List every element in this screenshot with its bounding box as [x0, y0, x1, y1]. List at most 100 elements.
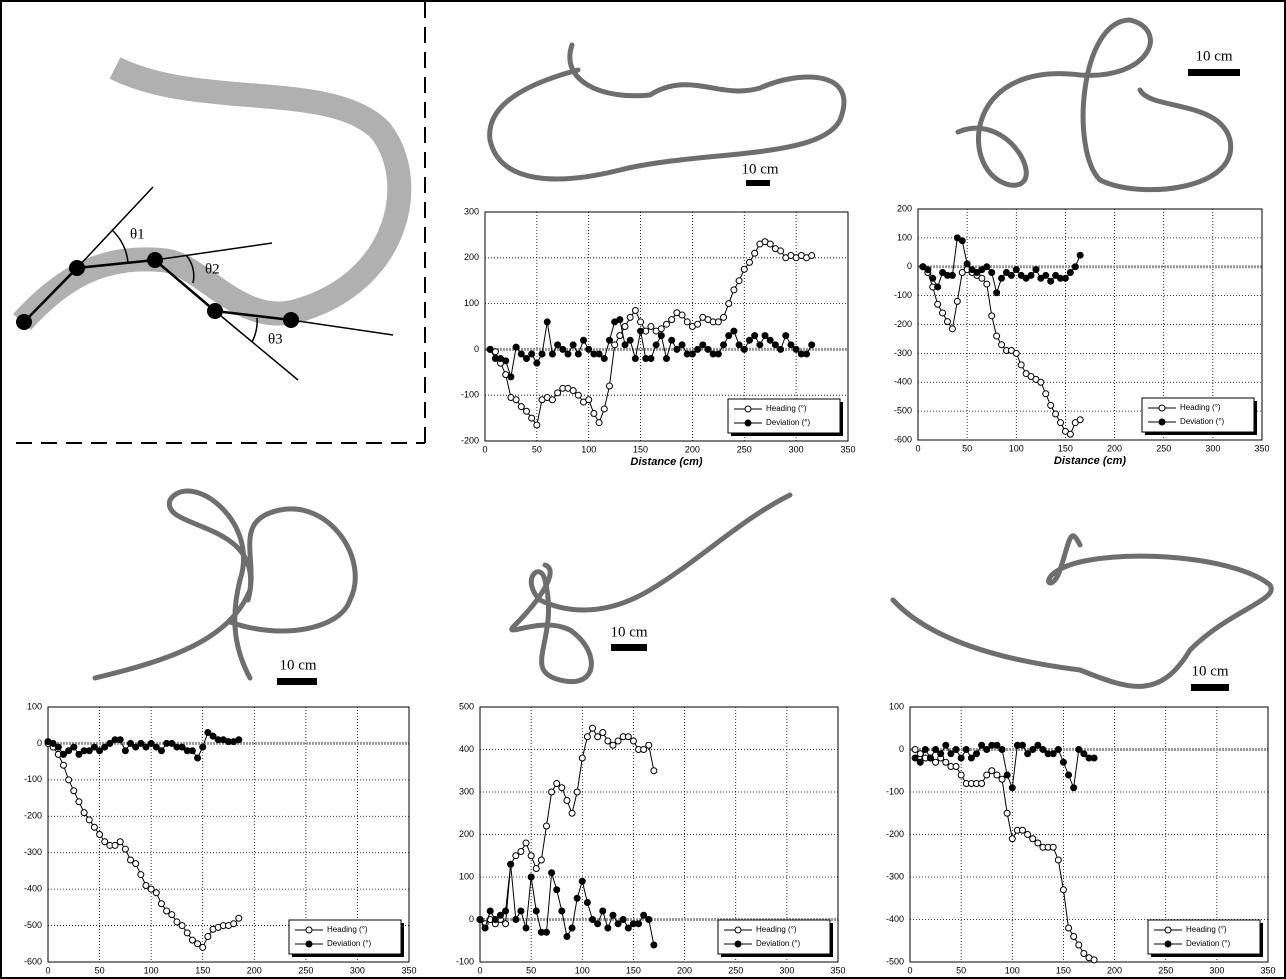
data-point: [570, 388, 576, 394]
y-tick-label: -600: [894, 434, 912, 444]
data-point: [721, 314, 727, 320]
y-tick-label: 300: [459, 786, 474, 796]
x-tick-label: 200: [677, 965, 692, 975]
data-point: [917, 759, 923, 765]
data-point: [1091, 755, 1097, 761]
x-tick-label: 200: [685, 444, 700, 454]
data-point: [586, 346, 592, 352]
x-axis-label: Distance (cm): [1054, 455, 1126, 467]
x-tick-label: 100: [144, 965, 159, 975]
data-point: [606, 383, 612, 389]
data-point: [513, 917, 519, 923]
data-point: [518, 404, 524, 410]
data-point: [927, 755, 933, 761]
data-point: [605, 925, 611, 931]
data-point: [66, 777, 72, 783]
data-point: [497, 912, 503, 918]
data-point: [610, 912, 616, 918]
data-point: [925, 267, 931, 273]
legend-label: Deviation (°): [756, 939, 800, 948]
data-point: [695, 346, 701, 352]
data-point: [612, 342, 618, 348]
y-tick-label: 300: [464, 206, 479, 216]
data-point: [752, 333, 758, 339]
data-point: [933, 747, 939, 753]
x-axis-label: Distance (cm): [630, 456, 702, 468]
data-point: [746, 337, 752, 343]
data-point: [1067, 431, 1073, 437]
data-point: [555, 342, 561, 348]
data-point: [617, 317, 623, 323]
data-point: [1048, 402, 1054, 408]
data-point: [596, 420, 602, 426]
y-tick-label: 200: [897, 203, 912, 213]
x-tick-label: 300: [779, 965, 794, 975]
data-point: [189, 748, 195, 754]
data-point: [477, 917, 483, 923]
data-point: [71, 788, 77, 794]
data-point: [138, 872, 144, 878]
data-point: [534, 422, 540, 428]
data-point: [586, 397, 592, 403]
data-point: [954, 298, 960, 304]
data-point: [529, 351, 535, 357]
data-point: [91, 824, 97, 830]
data-point: [231, 921, 237, 927]
y-tick-label: 100: [459, 871, 474, 881]
x-tick-label: 150: [1058, 443, 1073, 453]
data-point: [554, 781, 560, 787]
x-tick-label: 150: [626, 965, 641, 975]
y-tick-label: 0: [907, 261, 912, 271]
data-point: [569, 925, 575, 931]
data-point: [958, 772, 964, 778]
data-point: [513, 853, 519, 859]
data-point: [606, 337, 612, 343]
data-point: [1050, 751, 1056, 757]
data-point: [664, 356, 670, 362]
data-point: [60, 762, 66, 768]
y-tick-label: -100: [886, 786, 904, 796]
data-point: [651, 768, 657, 774]
data-point: [999, 776, 1005, 782]
data-point: [935, 301, 941, 307]
data-point: [641, 912, 647, 918]
legend-marker: [745, 406, 751, 412]
data-point: [793, 346, 799, 352]
data-point: [726, 333, 732, 339]
legend-marker: [306, 927, 312, 933]
data-point: [158, 901, 164, 907]
data-point: [236, 737, 242, 743]
data-point: [989, 270, 995, 276]
x-tick-label: 50: [962, 443, 972, 453]
y-tick-label: -400: [886, 914, 904, 924]
data-point: [579, 878, 585, 884]
data-point: [503, 921, 509, 927]
data-point: [1033, 267, 1039, 273]
data-point: [1013, 350, 1019, 356]
x-tick-label: 250: [298, 965, 313, 975]
data-point: [539, 351, 545, 357]
data-point: [1050, 844, 1056, 850]
data-point: [1035, 742, 1041, 748]
data-point: [627, 337, 633, 343]
data-point: [622, 342, 628, 348]
y-tick-label: 100: [27, 701, 42, 711]
data-point: [736, 278, 742, 284]
y-tick-label: 100: [897, 232, 912, 242]
data-point: [752, 250, 758, 256]
data-point: [122, 846, 128, 852]
data-point: [518, 351, 524, 357]
data-point: [179, 923, 185, 929]
data-point: [122, 748, 128, 754]
data-point: [169, 912, 175, 918]
data-point: [648, 324, 654, 330]
data-point: [1055, 857, 1061, 863]
legend-label: Heading (°): [756, 925, 797, 934]
data-point: [658, 326, 664, 332]
y-tick-label: 500: [459, 701, 474, 711]
y-tick-label: 100: [464, 298, 479, 308]
data-point: [1077, 417, 1083, 423]
data-point: [538, 857, 544, 863]
x-tick-label: 300: [1209, 965, 1224, 975]
y-tick-label: -500: [886, 956, 904, 966]
